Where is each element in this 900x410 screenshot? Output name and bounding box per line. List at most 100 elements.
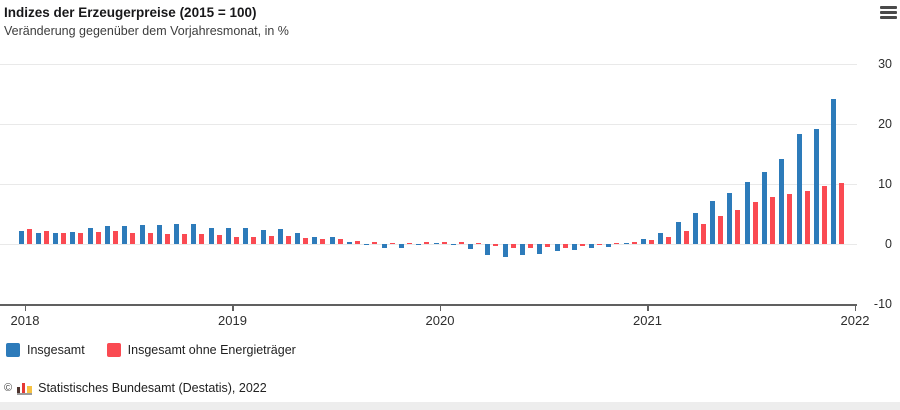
bar-ohne-energietraeger[interactable] bbox=[320, 238, 326, 244]
bar-insgesamt[interactable] bbox=[606, 244, 612, 247]
bar-ohne-energietraeger[interactable] bbox=[700, 224, 706, 244]
bar-ohne-energietraeger[interactable] bbox=[199, 233, 205, 244]
bar-ohne-energietraeger[interactable] bbox=[61, 232, 67, 244]
bar-ohne-energietraeger[interactable] bbox=[458, 242, 464, 244]
bar-insgesamt[interactable] bbox=[433, 242, 439, 244]
bar-insgesamt[interactable] bbox=[381, 244, 387, 248]
bar-insgesamt[interactable] bbox=[18, 231, 24, 244]
bar-insgesamt[interactable] bbox=[831, 98, 837, 244]
bar-insgesamt[interactable] bbox=[675, 221, 681, 244]
bar-insgesamt[interactable] bbox=[243, 228, 249, 244]
bar-insgesamt[interactable] bbox=[502, 244, 508, 258]
bar-ohne-energietraeger[interactable] bbox=[545, 244, 551, 247]
bar-insgesamt[interactable] bbox=[537, 244, 543, 255]
bar-insgesamt[interactable] bbox=[70, 232, 76, 244]
bar-insgesamt[interactable] bbox=[623, 242, 629, 244]
legend-item-ohne-energietraeger[interactable]: Insgesamt ohne Energieträger bbox=[106, 343, 296, 357]
bar-ohne-energietraeger[interactable] bbox=[597, 244, 603, 246]
bar-ohne-energietraeger[interactable] bbox=[666, 236, 672, 244]
bar-ohne-energietraeger[interactable] bbox=[821, 185, 827, 244]
bar-insgesamt[interactable] bbox=[53, 232, 59, 244]
bar-ohne-energietraeger[interactable] bbox=[303, 238, 309, 244]
bar-ohne-energietraeger[interactable] bbox=[441, 241, 447, 244]
bar-ohne-energietraeger[interactable] bbox=[683, 230, 689, 244]
bar-ohne-energietraeger[interactable] bbox=[389, 242, 395, 244]
bar-ohne-energietraeger[interactable] bbox=[182, 234, 188, 244]
bar-insgesamt[interactable] bbox=[35, 232, 41, 244]
bar-ohne-energietraeger[interactable] bbox=[804, 190, 810, 244]
bar-insgesamt[interactable] bbox=[139, 225, 145, 244]
bar-ohne-energietraeger[interactable] bbox=[406, 242, 412, 244]
bar-ohne-energietraeger[interactable] bbox=[579, 244, 585, 247]
bar-insgesamt[interactable] bbox=[796, 133, 802, 244]
bar-ohne-energietraeger[interactable] bbox=[752, 202, 758, 244]
bar-ohne-energietraeger[interactable] bbox=[614, 243, 620, 244]
bar-insgesamt[interactable] bbox=[208, 227, 214, 244]
bar-insgesamt[interactable] bbox=[519, 244, 525, 255]
bar-ohne-energietraeger[interactable] bbox=[43, 231, 49, 244]
bar-insgesamt[interactable] bbox=[295, 232, 301, 244]
bar-insgesamt[interactable] bbox=[347, 242, 353, 244]
bar-insgesamt[interactable] bbox=[762, 172, 768, 244]
bar-insgesamt[interactable] bbox=[174, 224, 180, 244]
bar-ohne-energietraeger[interactable] bbox=[251, 236, 257, 244]
bar-ohne-energietraeger[interactable] bbox=[476, 243, 482, 244]
bar-ohne-energietraeger[interactable] bbox=[493, 244, 499, 246]
bar-ohne-energietraeger[interactable] bbox=[337, 239, 343, 244]
bar-insgesamt[interactable] bbox=[450, 244, 456, 245]
legend-item-insgesamt[interactable]: Insgesamt bbox=[6, 343, 85, 357]
bar-insgesamt[interactable] bbox=[641, 238, 646, 244]
bar-ohne-energietraeger[interactable] bbox=[112, 230, 118, 244]
bar-ohne-energietraeger[interactable] bbox=[355, 241, 361, 244]
bar-insgesamt[interactable] bbox=[104, 226, 110, 244]
bar-ohne-energietraeger[interactable] bbox=[787, 194, 793, 244]
bar-insgesamt[interactable] bbox=[813, 128, 819, 244]
bar-insgesamt[interactable] bbox=[658, 232, 664, 244]
bar-ohne-energietraeger[interactable] bbox=[770, 196, 776, 244]
hamburger-menu-icon[interactable] bbox=[880, 6, 897, 21]
bar-ohne-energietraeger[interactable] bbox=[718, 216, 724, 244]
bar-insgesamt[interactable] bbox=[260, 229, 266, 244]
bar-ohne-energietraeger[interactable] bbox=[839, 182, 845, 244]
bar-insgesamt[interactable] bbox=[277, 229, 283, 244]
bar-ohne-energietraeger[interactable] bbox=[649, 239, 654, 244]
bar-insgesamt[interactable] bbox=[727, 193, 733, 244]
bar-insgesamt[interactable] bbox=[692, 212, 698, 244]
bar-ohne-energietraeger[interactable] bbox=[510, 244, 516, 248]
bar-ohne-energietraeger[interactable] bbox=[372, 241, 378, 244]
bar-insgesamt[interactable] bbox=[226, 228, 231, 244]
bar-ohne-energietraeger[interactable] bbox=[285, 236, 291, 244]
x-axis-tick bbox=[854, 306, 857, 311]
bar-insgesamt[interactable] bbox=[364, 244, 370, 245]
bar-insgesamt[interactable] bbox=[468, 244, 474, 249]
bar-insgesamt[interactable] bbox=[416, 244, 422, 246]
bar-ohne-energietraeger[interactable] bbox=[234, 236, 239, 244]
bar-insgesamt[interactable] bbox=[329, 237, 335, 244]
bar-insgesamt[interactable] bbox=[485, 244, 491, 256]
bar-insgesamt[interactable] bbox=[156, 224, 162, 244]
bar-ohne-energietraeger[interactable] bbox=[130, 233, 136, 244]
bar-insgesamt[interactable] bbox=[744, 181, 750, 244]
bar-ohne-energietraeger[interactable] bbox=[26, 229, 32, 244]
bar-insgesamt[interactable] bbox=[571, 244, 577, 250]
bar-ohne-energietraeger[interactable] bbox=[562, 244, 568, 248]
bar-ohne-energietraeger[interactable] bbox=[216, 235, 222, 244]
bar-insgesamt[interactable] bbox=[710, 200, 716, 244]
bar-ohne-energietraeger[interactable] bbox=[164, 233, 170, 244]
bar-ohne-energietraeger[interactable] bbox=[268, 236, 274, 244]
bar-ohne-energietraeger[interactable] bbox=[631, 241, 637, 244]
bar-insgesamt[interactable] bbox=[191, 224, 197, 244]
bar-insgesamt[interactable] bbox=[589, 244, 595, 249]
bar-ohne-energietraeger[interactable] bbox=[147, 233, 153, 244]
bar-ohne-energietraeger[interactable] bbox=[78, 232, 84, 244]
bar-ohne-energietraeger[interactable] bbox=[424, 242, 430, 244]
bar-ohne-energietraeger[interactable] bbox=[527, 244, 533, 248]
bar-insgesamt[interactable] bbox=[779, 158, 785, 244]
bar-insgesamt[interactable] bbox=[122, 226, 128, 244]
bar-insgesamt[interactable] bbox=[87, 227, 93, 244]
bar-ohne-energietraeger[interactable] bbox=[735, 209, 741, 244]
bar-insgesamt[interactable] bbox=[398, 244, 404, 249]
bar-insgesamt[interactable] bbox=[554, 244, 560, 252]
bar-insgesamt[interactable] bbox=[312, 236, 318, 244]
bar-ohne-energietraeger[interactable] bbox=[95, 232, 101, 244]
